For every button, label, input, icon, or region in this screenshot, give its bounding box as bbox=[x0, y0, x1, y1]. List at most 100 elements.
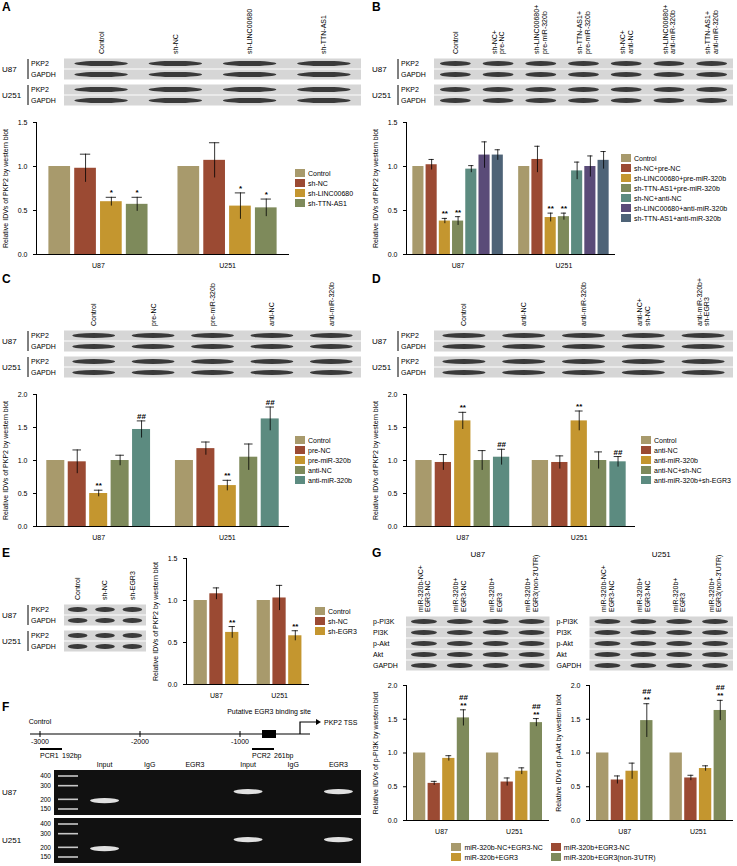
svg-text:GAPDH: GAPDH bbox=[31, 617, 56, 624]
svg-text:U251: U251 bbox=[271, 692, 288, 699]
svg-text:U87: U87 bbox=[2, 611, 17, 620]
svg-text:PCR2: PCR2 bbox=[252, 752, 271, 759]
svg-text:GAPDH: GAPDH bbox=[31, 343, 56, 350]
svg-text:p-PI3K: p-PI3K bbox=[557, 618, 579, 626]
svg-text:200: 200 bbox=[40, 796, 51, 803]
svg-text:pre-miR-320b: pre-miR-320b bbox=[209, 283, 217, 326]
svg-text:0.0: 0.0 bbox=[388, 251, 398, 258]
svg-text:sh-TTN-AS1+pre-miR-320b: sh-TTN-AS1+pre-miR-320b bbox=[576, 11, 592, 54]
svg-text:U87: U87 bbox=[92, 262, 105, 269]
svg-text:261bp: 261bp bbox=[274, 752, 294, 760]
svg-text:**: ** bbox=[292, 622, 299, 631]
svg-text:U251: U251 bbox=[556, 262, 573, 269]
svg-text:1.5: 1.5 bbox=[388, 424, 398, 431]
svg-text:anti-NC+sh-NC: anti-NC+sh-NC bbox=[636, 298, 651, 326]
svg-text:GAPDH: GAPDH bbox=[401, 97, 426, 104]
svg-text:200: 200 bbox=[40, 844, 51, 851]
svg-text:U251: U251 bbox=[2, 637, 22, 646]
svg-text:C: C bbox=[2, 272, 11, 286]
svg-text:F: F bbox=[2, 700, 9, 714]
svg-text:PKP2 TSS: PKP2 TSS bbox=[324, 719, 358, 726]
svg-text:U87: U87 bbox=[470, 550, 485, 559]
svg-text:Control: Control bbox=[74, 577, 81, 600]
svg-text:400: 400 bbox=[40, 772, 51, 779]
svg-text:2.0: 2.0 bbox=[388, 682, 398, 689]
svg-text:miR-320b+EGR3-NC: miR-320b+EGR3-NC bbox=[636, 578, 651, 612]
svg-text:##**: ##** bbox=[716, 683, 725, 700]
svg-text:U87: U87 bbox=[2, 65, 17, 74]
svg-text:0.0: 0.0 bbox=[18, 251, 28, 258]
svg-text:U87: U87 bbox=[92, 534, 105, 541]
svg-text:G: G bbox=[372, 546, 381, 560]
svg-text:U87: U87 bbox=[2, 788, 17, 797]
svg-text:A: A bbox=[2, 0, 11, 14]
svg-text:1.0: 1.0 bbox=[388, 457, 398, 464]
svg-text:GAPDH: GAPDH bbox=[31, 97, 56, 104]
svg-text:##: ## bbox=[266, 398, 275, 407]
svg-text:**: ** bbox=[561, 204, 568, 213]
svg-text:1.0: 1.0 bbox=[388, 163, 398, 170]
svg-text:EGR3: EGR3 bbox=[329, 761, 348, 768]
svg-text:PI3K: PI3K bbox=[557, 629, 573, 636]
svg-text:PKP2: PKP2 bbox=[401, 332, 419, 339]
svg-text:U251: U251 bbox=[372, 363, 392, 372]
svg-text:*: * bbox=[239, 184, 243, 193]
svg-text:IgG: IgG bbox=[288, 761, 299, 769]
svg-text:E: E bbox=[2, 546, 10, 560]
svg-text:pre-NC: pre-NC bbox=[150, 303, 158, 326]
svg-text:GAPDH: GAPDH bbox=[401, 369, 426, 376]
svg-text:Control: Control bbox=[98, 31, 105, 54]
svg-text:U251: U251 bbox=[219, 534, 236, 541]
svg-text:anti-NC: anti-NC bbox=[268, 302, 275, 326]
svg-text:miR-320b-NC+EGR3-NC: miR-320b-NC+EGR3-NC bbox=[600, 565, 615, 612]
svg-text:150: 150 bbox=[40, 853, 51, 860]
svg-text:miR-320b-NC+EGR3-NC: miR-320b-NC+EGR3-NC bbox=[417, 565, 432, 612]
svg-text:U87: U87 bbox=[618, 828, 631, 835]
svg-text:1.0: 1.0 bbox=[168, 597, 178, 604]
svg-text:0.5: 0.5 bbox=[388, 783, 398, 790]
svg-text:sh-NC: sh-NC bbox=[101, 580, 108, 600]
svg-text:*: * bbox=[136, 188, 140, 197]
svg-text:-3000: -3000 bbox=[31, 738, 49, 745]
svg-text:**: ** bbox=[460, 403, 467, 412]
svg-text:D: D bbox=[372, 272, 381, 286]
svg-text:**: ** bbox=[442, 209, 449, 218]
svg-text:PKP2: PKP2 bbox=[31, 60, 49, 67]
svg-text:**: ** bbox=[548, 204, 555, 213]
svg-text:U251: U251 bbox=[652, 550, 672, 559]
svg-text:IgG: IgG bbox=[144, 761, 155, 769]
svg-text:##**: ##** bbox=[532, 702, 541, 719]
svg-text:U87: U87 bbox=[372, 337, 387, 346]
svg-text:GAPDH: GAPDH bbox=[31, 643, 56, 650]
svg-text:**: ** bbox=[224, 471, 231, 480]
svg-text:sh-TTN-AS1+anti-miR-320b: sh-TTN-AS1+anti-miR-320b bbox=[704, 10, 719, 54]
svg-text:Relative IDVs of PKP2 by weste: Relative IDVs of PKP2 by western blot bbox=[372, 129, 380, 248]
svg-text:U251: U251 bbox=[2, 836, 22, 845]
svg-text:150: 150 bbox=[40, 805, 51, 812]
svg-text:1.0: 1.0 bbox=[18, 457, 28, 464]
svg-text:##**: ##** bbox=[459, 693, 468, 710]
svg-text:miR-320b+EGR3(non-3'UTR): miR-320b+EGR3(non-3'UTR) bbox=[708, 555, 724, 612]
svg-text:sh-TTN-AS1: sh-TTN-AS1 bbox=[320, 15, 327, 54]
svg-text:sh-NC: sh-NC bbox=[172, 34, 179, 54]
svg-text:PCR1: PCR1 bbox=[40, 752, 59, 759]
svg-text:GAPDH: GAPDH bbox=[31, 71, 56, 78]
svg-text:U87: U87 bbox=[210, 692, 223, 699]
svg-text:1.5: 1.5 bbox=[388, 715, 398, 722]
svg-text:1.0: 1.0 bbox=[571, 749, 581, 756]
svg-text:##: ## bbox=[137, 412, 146, 421]
svg-text:-1000: -1000 bbox=[231, 738, 249, 745]
svg-text:sh-NC+pre-NC: sh-NC+pre-NC bbox=[491, 30, 507, 54]
svg-text:Input: Input bbox=[97, 761, 113, 769]
svg-text:PKP2: PKP2 bbox=[401, 358, 419, 365]
svg-text:GAPDH: GAPDH bbox=[373, 662, 398, 669]
svg-text:0.5: 0.5 bbox=[388, 207, 398, 214]
svg-text:Relative IDVs of PKP2 by weste: Relative IDVs of PKP2 by western blot bbox=[152, 562, 160, 681]
svg-text:1.0: 1.0 bbox=[388, 749, 398, 756]
svg-text:GAPDH: GAPDH bbox=[31, 369, 56, 376]
svg-text:PKP2: PKP2 bbox=[401, 60, 419, 67]
svg-text:Control: Control bbox=[452, 31, 459, 54]
svg-text:300: 300 bbox=[40, 830, 51, 837]
svg-text:sh-NC+anti-NC: sh-NC+anti-NC bbox=[619, 30, 634, 54]
svg-text:0.5: 0.5 bbox=[571, 783, 581, 790]
